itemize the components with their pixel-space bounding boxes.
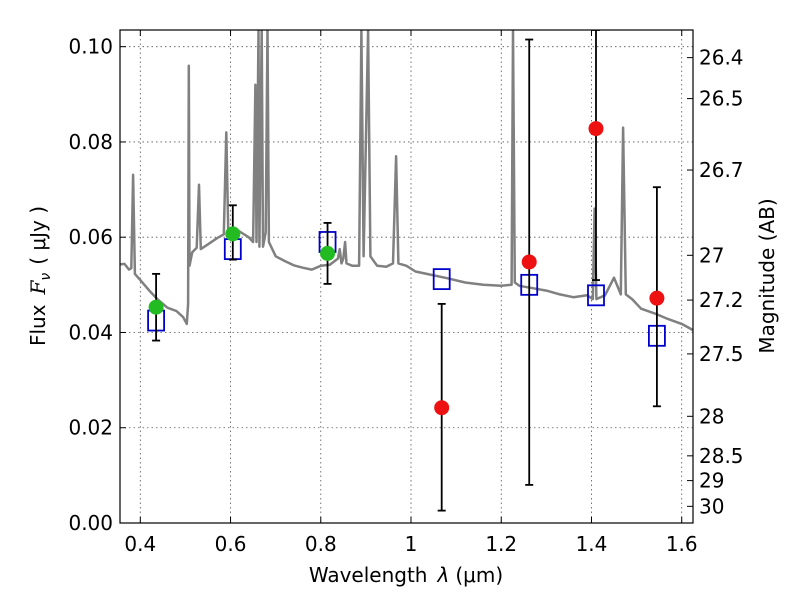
y2-tick-label: 27 (699, 243, 724, 267)
model-square-marker (432, 268, 451, 291)
y2-tick-label: 30 (699, 494, 724, 518)
y2-tick-label: 28.5 (699, 444, 744, 468)
x-tick-label: 1.6 (666, 532, 698, 556)
y2-tick-label: 26.5 (699, 87, 744, 111)
y-tick-label: 0.08 (68, 130, 113, 154)
y2-tick-label: 26.7 (699, 158, 744, 182)
y2-tick-label: 26.4 (699, 46, 744, 70)
ir-flux-point (649, 290, 665, 306)
x-tick-label: 0.6 (215, 532, 247, 556)
y2-tick-label: 27.5 (699, 342, 744, 366)
spectrum-line (120, 30, 693, 332)
y-tick-label: 0.02 (68, 416, 113, 440)
hst-flux-point (225, 226, 241, 242)
ir-flux-point (588, 121, 604, 137)
x-tick-label: 1.2 (485, 532, 517, 556)
x-tick-label: 1.4 (576, 532, 608, 556)
y-tick-label: 0.04 (68, 320, 113, 344)
x-tick-label: 0.4 (124, 532, 156, 556)
y2-axis-label: Magnitude (AB) (755, 198, 779, 353)
ir-flux-point (521, 254, 537, 270)
hst-flux-point (148, 299, 164, 315)
plot-frame (119, 29, 694, 524)
model-square-marker (587, 284, 605, 307)
y2-tick-label: 28 (699, 404, 724, 428)
y2-tick-label: 29 (699, 469, 724, 493)
hst-flux-point (320, 245, 336, 261)
data-layer (120, 30, 693, 512)
ir-flux-point (434, 400, 450, 416)
y-tick-label: 0.06 (68, 225, 113, 249)
x-axis-label: Wavelength λ (μm) (309, 563, 503, 587)
x-tick-label: 1 (405, 532, 418, 556)
grid-layer (120, 30, 693, 524)
y-tick-label: 0.00 (68, 511, 113, 535)
y-axis-label: FluxFν( μJy ) (26, 206, 54, 346)
x-tick-label: 0.8 (305, 532, 337, 556)
axes-layer: 0.4 0.6 0.8 1 1.2 1.4 1.6 0.00 0.02 0.04 0.06 0.08 0… (68, 29, 744, 556)
y2-tick-label: 27.2 (699, 288, 744, 312)
y-tick-label: 0.10 (68, 35, 113, 59)
